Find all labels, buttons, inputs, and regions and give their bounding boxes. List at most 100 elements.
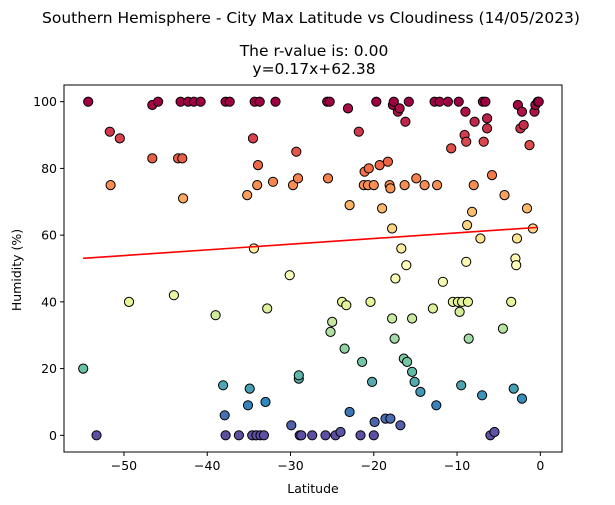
- x-axis-ticks: −50 −40 −30 −20 −10 0: [111, 452, 544, 473]
- data-point: [365, 296, 376, 307]
- x-tick-label: −40: [194, 458, 220, 473]
- data-point: [353, 126, 364, 137]
- data-point: [437, 276, 448, 287]
- data-point: [467, 206, 478, 217]
- y-axis-ticks: 0 20 40 60 80 100: [33, 94, 64, 443]
- data-point: [242, 190, 253, 201]
- data-point: [168, 290, 179, 301]
- data-point: [377, 203, 388, 214]
- data-point: [342, 103, 354, 114]
- data-point: [244, 383, 255, 394]
- data-point: [147, 153, 158, 164]
- x-axis-label: Latitude: [287, 481, 339, 496]
- data-point: [385, 183, 396, 194]
- data-point: [104, 126, 115, 137]
- data-point: [267, 176, 279, 187]
- data-point: [388, 96, 399, 107]
- data-point: [291, 146, 302, 157]
- data-point: [153, 96, 164, 107]
- data-point: [468, 180, 479, 191]
- data-point: [296, 430, 307, 441]
- data-point: [419, 180, 430, 191]
- data-point: [411, 173, 422, 184]
- x-tick-label: −10: [444, 458, 470, 473]
- data-point: [460, 106, 471, 117]
- data-point: [432, 180, 443, 191]
- data-point: [462, 220, 473, 231]
- data-point: [83, 96, 94, 107]
- data-point: [252, 160, 264, 171]
- data-point: [396, 243, 407, 254]
- data-point: [462, 296, 473, 307]
- data-point: [270, 96, 281, 107]
- data-point: [320, 430, 331, 441]
- data-point: [511, 233, 523, 244]
- y-tick-label: 0: [49, 428, 57, 443]
- data-point: [368, 430, 379, 441]
- data-point: [403, 96, 414, 107]
- data-point: [324, 96, 335, 107]
- data-point: [394, 103, 405, 114]
- data-point: [387, 223, 398, 234]
- data-point: [482, 113, 493, 124]
- data-point: [400, 116, 411, 127]
- data-point: [341, 300, 352, 311]
- data-point: [293, 370, 304, 381]
- r-value-label: The r-value is: 0.00: [239, 42, 389, 60]
- data-point: [524, 140, 535, 151]
- data-point: [533, 96, 544, 107]
- data-point: [307, 430, 318, 441]
- data-point: [382, 156, 393, 167]
- data-point: [178, 193, 189, 204]
- data-point: [477, 390, 488, 401]
- data-point: [446, 143, 457, 154]
- regression-line: [83, 226, 538, 260]
- y-tick-label: 100: [33, 94, 57, 109]
- data-point: [335, 426, 346, 438]
- data-point: [499, 190, 510, 201]
- x-tick-label: −20: [361, 458, 387, 473]
- data-point: [511, 260, 522, 271]
- x-tick-label: −30: [277, 458, 303, 473]
- data-point: [218, 380, 229, 391]
- data-point: [407, 313, 418, 324]
- data-point: [486, 170, 498, 181]
- data-point: [344, 200, 355, 211]
- data-point: [469, 116, 480, 127]
- data-point: [260, 396, 271, 408]
- data-point: [475, 233, 486, 244]
- data-point: [453, 96, 464, 107]
- data-point: [516, 106, 528, 117]
- data-point: [363, 163, 374, 174]
- data-point: [91, 430, 102, 441]
- data-point: [247, 133, 259, 144]
- data-point: [395, 420, 406, 431]
- x-tick-label: 0: [536, 458, 544, 473]
- data-point: [387, 313, 398, 324]
- data-point: [258, 430, 269, 441]
- plot-area: [78, 96, 544, 441]
- data-point: [521, 203, 533, 214]
- data-point: [248, 243, 259, 254]
- data-point: [480, 96, 491, 107]
- data-point: [482, 123, 493, 134]
- y-tick-label: 60: [41, 228, 57, 243]
- data-point: [389, 333, 400, 344]
- data-point: [415, 386, 426, 397]
- data-point: [368, 180, 379, 191]
- data-point: [489, 426, 500, 438]
- data-point: [399, 180, 410, 191]
- data-point: [224, 96, 235, 107]
- data-point: [508, 383, 519, 394]
- data-point: [177, 153, 188, 164]
- data-point: [385, 413, 396, 424]
- data-point: [431, 400, 442, 411]
- y-tick-label: 40: [41, 294, 57, 309]
- data-point: [220, 430, 231, 441]
- data-point: [402, 356, 413, 367]
- y-tick-label: 20: [41, 361, 57, 376]
- data-point: [454, 306, 465, 317]
- data-point: [210, 310, 221, 321]
- data-point: [322, 173, 334, 184]
